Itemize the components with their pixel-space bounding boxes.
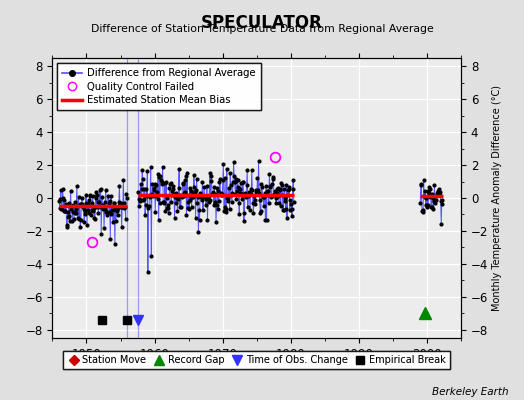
- Y-axis label: Monthly Temperature Anomaly Difference (°C): Monthly Temperature Anomaly Difference (…: [493, 85, 503, 311]
- Text: Difference of Station Temperature Data from Regional Average: Difference of Station Temperature Data f…: [91, 24, 433, 34]
- Legend: Station Move, Record Gap, Time of Obs. Change, Empirical Break: Station Move, Record Gap, Time of Obs. C…: [63, 351, 450, 369]
- Text: Berkeley Earth: Berkeley Earth: [432, 387, 508, 397]
- Legend: Difference from Regional Average, Quality Control Failed, Estimated Station Mean: Difference from Regional Average, Qualit…: [58, 63, 261, 110]
- Text: SPECULATOR: SPECULATOR: [201, 14, 323, 32]
